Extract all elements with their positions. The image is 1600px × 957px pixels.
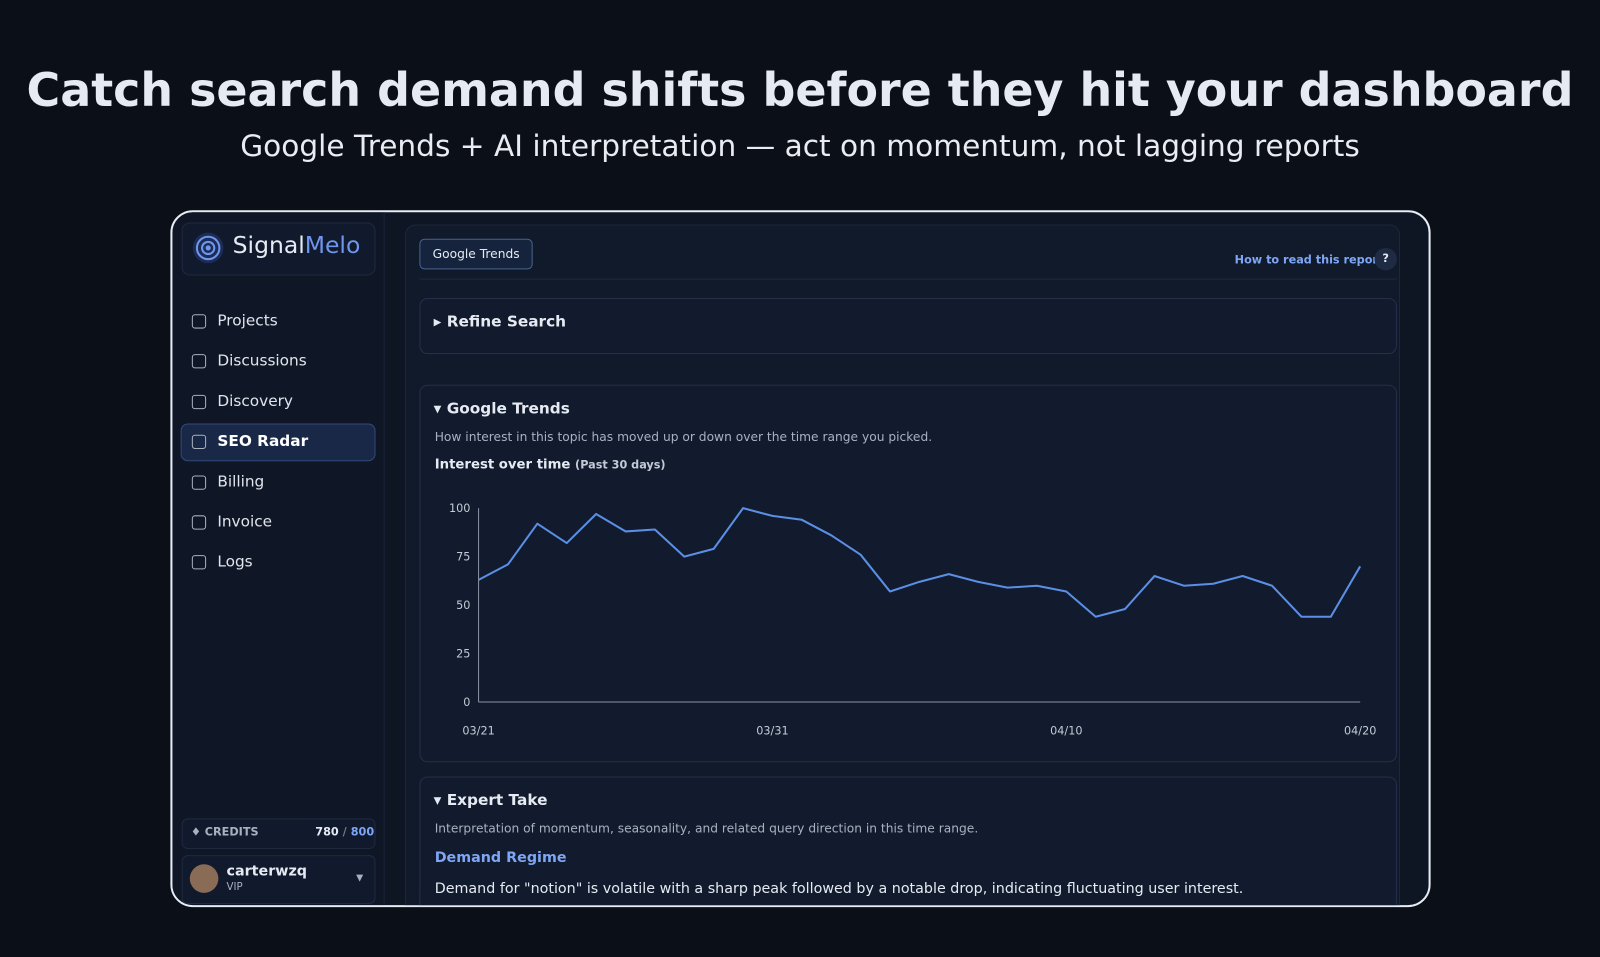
nav-icon [191, 475, 207, 490]
brand: SignalMelo [233, 233, 361, 260]
nav-icon [191, 555, 207, 570]
help-link[interactable]: How to read this report [1234, 253, 1384, 267]
trends-card [419, 384, 1397, 763]
hero-subtitle: Google Trends + AI interpretation — act … [240, 128, 1360, 164]
chart-title-row: Interest over time (Past 30 days) [435, 457, 666, 472]
nav-item[interactable]: Discussions [217, 351, 307, 370]
y-tick-label: 0 [463, 696, 470, 709]
x-tick-label: 03/31 [756, 725, 788, 738]
chart-title: Interest over time [434, 457, 571, 473]
nav-icon [191, 515, 207, 530]
divider [419, 278, 1397, 280]
nav-item[interactable]: Billing [217, 472, 265, 491]
x-tick-label: 04/10 [1050, 725, 1082, 738]
credits-box [181, 818, 376, 849]
credits-text: CREDITS [204, 825, 259, 839]
chart-subtitle: (Past 30 days) [575, 458, 666, 472]
nav-icon [191, 314, 207, 329]
credits-label: ♦ CREDITS [190, 825, 259, 839]
tab[interactable]: Google Trends [419, 238, 533, 270]
credits-sep: / [342, 825, 347, 839]
y-tick-label: 25 [456, 648, 470, 661]
y-tick-label: 100 [449, 502, 470, 515]
hero-title: Catch search demand shifts before they h… [26, 63, 1574, 118]
nav-icon [191, 394, 207, 409]
expert-title[interactable]: ▾ Expert Take [433, 790, 548, 810]
app-window: SignalMelo ♦ CREDITS 780 / 800 carterwzq… [170, 210, 1431, 908]
sidebar [172, 212, 385, 906]
user-tier: VIP [226, 881, 243, 893]
nav-item[interactable]: Discovery [217, 391, 293, 410]
user-name: carterwzq [226, 863, 307, 880]
expert-body: Demand for "notion" is volatile with a s… [434, 880, 1244, 897]
avatar [189, 864, 219, 893]
brand-b: Melo [304, 232, 361, 260]
brand-box [181, 222, 376, 276]
nav-item[interactable]: Projects [217, 311, 278, 330]
credits-used: 780 [315, 825, 339, 839]
refine-card[interactable] [419, 297, 1397, 355]
trends-description: How interest in this topic has moved up … [434, 429, 933, 444]
trends-title[interactable]: ▾ Google Trends [433, 398, 570, 418]
refine-title[interactable]: ▸ Refine Search [433, 312, 567, 331]
expert-description: Interpretation of momentum, seasonality,… [434, 821, 979, 836]
nav-item[interactable]: SEO Radar [217, 431, 309, 451]
brand-a: Signal [232, 232, 305, 260]
trends-text: Google Trends [446, 398, 570, 418]
line [478, 507, 1362, 618]
expert-card [419, 776, 1397, 906]
expert-text: Expert Take [446, 790, 548, 810]
y-tick-label: 75 [456, 551, 470, 564]
refine-text: Refine Search [446, 312, 567, 331]
help-icon[interactable]: ? [1374, 247, 1397, 271]
brand-logo [192, 232, 224, 264]
nav-icon [191, 434, 207, 450]
user-menu-caret[interactable]: ▼ [356, 873, 364, 884]
nav-active-bg [180, 423, 376, 462]
nav-item[interactable]: Logs [217, 552, 253, 571]
x-tick-label: 04/20 [1344, 725, 1376, 738]
credits-value: 780 / 800 [315, 826, 374, 839]
credits-total: 800 [350, 825, 375, 839]
nav-icon [191, 354, 207, 369]
y-tick-label: 50 [456, 599, 470, 612]
expert-heading: Demand Regime [434, 849, 567, 867]
x-tick-label: 03/21 [462, 725, 494, 738]
nav-item[interactable]: Invoice [217, 512, 273, 531]
